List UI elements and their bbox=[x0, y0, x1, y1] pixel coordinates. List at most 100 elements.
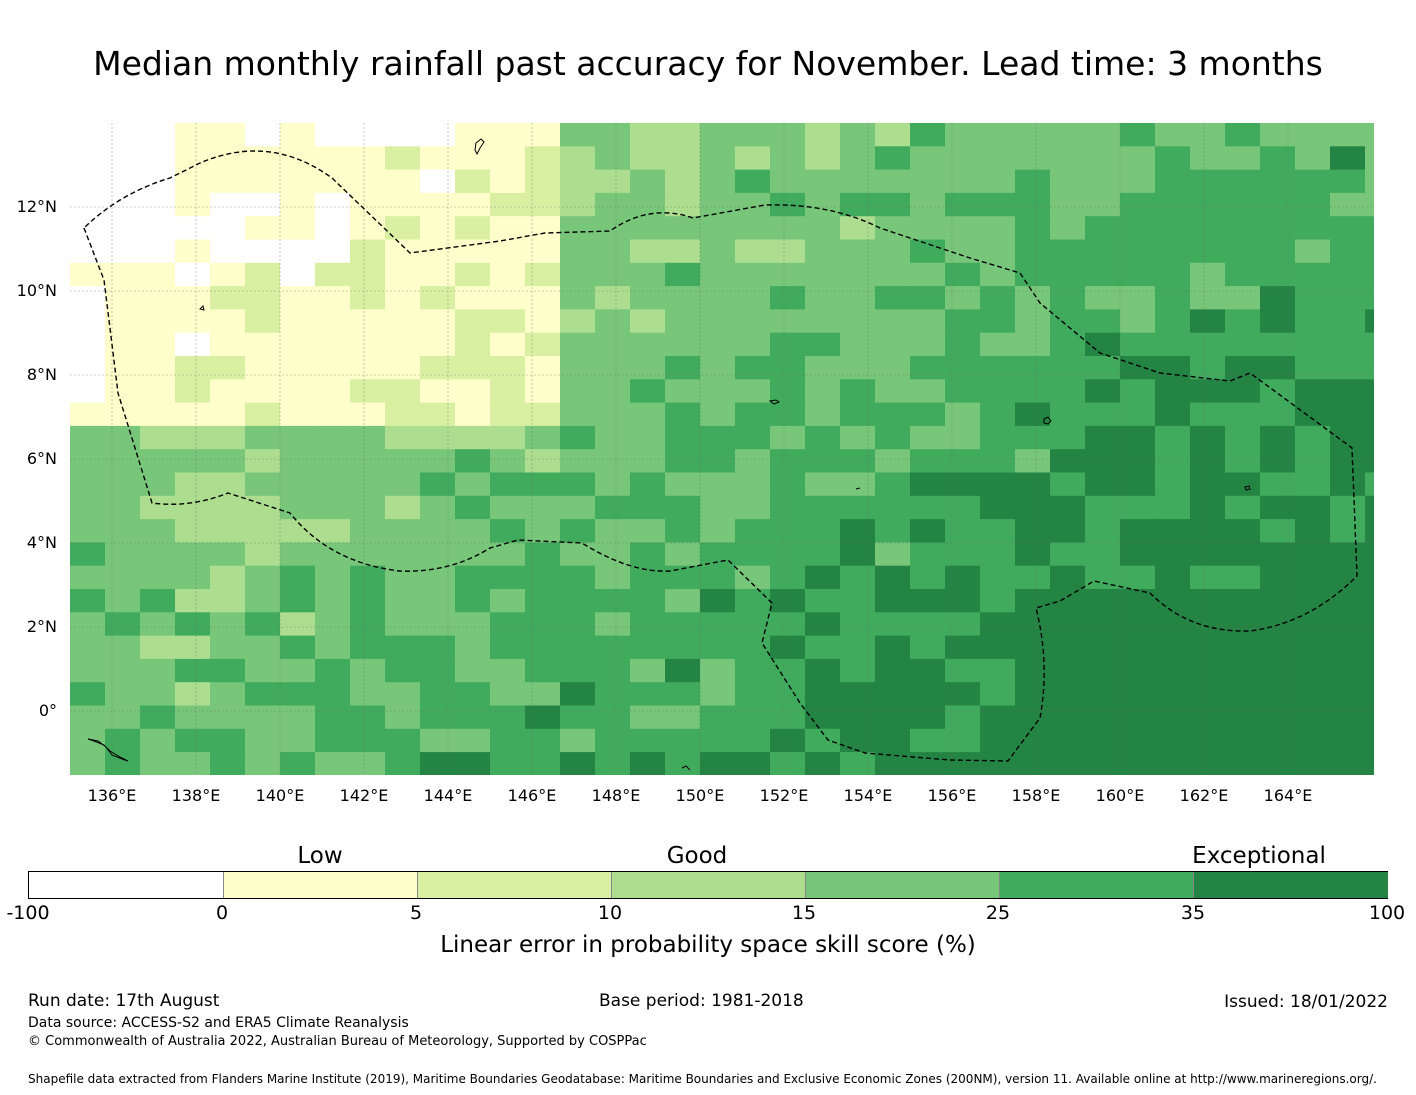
skill-cell bbox=[525, 332, 561, 357]
skill-cell bbox=[945, 402, 981, 427]
skill-cell bbox=[175, 309, 211, 334]
skill-cell bbox=[630, 542, 666, 567]
skill-cell bbox=[1295, 728, 1331, 753]
skill-cell bbox=[910, 332, 946, 357]
skill-cell bbox=[70, 239, 106, 264]
skill-cell bbox=[1260, 123, 1296, 147]
skill-cell bbox=[735, 123, 771, 147]
skill-cell bbox=[805, 565, 841, 590]
skill-cell bbox=[1085, 705, 1121, 730]
skill-cell bbox=[875, 332, 911, 357]
skill-cell bbox=[595, 542, 631, 567]
skill-cell bbox=[805, 332, 841, 357]
skill-cell bbox=[1365, 589, 1374, 613]
skill-cell bbox=[910, 495, 946, 520]
skill-cell bbox=[665, 239, 701, 264]
skill-cell bbox=[1365, 239, 1374, 264]
skill-cell bbox=[1260, 286, 1296, 310]
skill-cell bbox=[1365, 495, 1374, 520]
skill-cell bbox=[1225, 192, 1261, 217]
skill-cell bbox=[980, 612, 1016, 637]
skill-cell bbox=[700, 169, 736, 194]
skill-cell bbox=[1225, 239, 1261, 264]
skill-cell bbox=[875, 286, 911, 310]
skill-cell bbox=[1260, 565, 1296, 590]
skill-cell bbox=[770, 262, 806, 287]
skill-cell bbox=[1155, 449, 1191, 473]
skill-cell bbox=[735, 589, 771, 613]
skill-cell bbox=[735, 682, 771, 706]
skill-cell bbox=[665, 402, 701, 427]
skill-cell bbox=[420, 495, 456, 520]
skill-cell bbox=[1260, 612, 1296, 637]
skill-cell bbox=[1225, 356, 1261, 380]
skill-cell bbox=[525, 379, 561, 404]
lon-tick: 156°E bbox=[927, 786, 977, 805]
skill-cell bbox=[1085, 565, 1121, 590]
skill-cell bbox=[945, 332, 981, 357]
skill-cell bbox=[980, 589, 1016, 613]
skill-cell bbox=[1155, 216, 1191, 240]
skill-cell bbox=[315, 542, 351, 567]
skill-cell bbox=[1015, 752, 1051, 775]
skill-cell bbox=[980, 519, 1016, 543]
skill-cell bbox=[630, 192, 666, 217]
skill-cell bbox=[280, 682, 316, 706]
skill-cell bbox=[1085, 728, 1121, 753]
skill-cell bbox=[1085, 589, 1121, 613]
category-label-exceptional: Exceptional bbox=[1192, 843, 1326, 869]
skill-cell bbox=[595, 309, 631, 334]
skill-cell bbox=[1155, 658, 1191, 683]
skill-cell bbox=[1085, 402, 1121, 427]
skill-cell bbox=[630, 519, 666, 543]
skill-cell bbox=[105, 449, 141, 473]
skill-cell bbox=[560, 495, 596, 520]
skill-cell bbox=[910, 705, 946, 730]
skill-cell bbox=[1155, 262, 1191, 287]
skill-cell bbox=[980, 449, 1016, 473]
skill-cell bbox=[980, 169, 1016, 194]
skill-cell bbox=[1120, 612, 1156, 637]
skill-cell bbox=[280, 495, 316, 520]
skill-cell bbox=[105, 309, 141, 334]
skill-cell bbox=[525, 239, 561, 264]
eez-boundary bbox=[83, 150, 1358, 762]
skill-cell bbox=[875, 146, 911, 171]
skill-cell bbox=[420, 286, 456, 310]
skill-cell bbox=[1330, 216, 1366, 240]
skill-cell bbox=[630, 286, 666, 310]
skill-cell bbox=[490, 402, 526, 427]
skill-cell bbox=[875, 123, 911, 147]
skill-cell bbox=[595, 728, 631, 753]
skill-cell bbox=[140, 216, 176, 240]
lon-tick: 158°E bbox=[1011, 786, 1061, 805]
skill-cell bbox=[140, 752, 176, 775]
skill-cell bbox=[665, 589, 701, 613]
skill-cell bbox=[1190, 449, 1226, 473]
skill-cell bbox=[1260, 216, 1296, 240]
skill-cell bbox=[1015, 262, 1051, 287]
skill-cell bbox=[910, 356, 946, 380]
skill-cell bbox=[560, 705, 596, 730]
skill-cell bbox=[420, 239, 456, 264]
skill-cell bbox=[140, 262, 176, 287]
skill-cell bbox=[770, 169, 806, 194]
skill-cell bbox=[1190, 425, 1226, 450]
skill-cell bbox=[420, 612, 456, 637]
skill-cell bbox=[280, 728, 316, 753]
skill-cell bbox=[735, 495, 771, 520]
skill-cell bbox=[1330, 425, 1366, 450]
skill-cell bbox=[595, 705, 631, 730]
skill-cell bbox=[70, 123, 106, 147]
skill-cell bbox=[735, 262, 771, 287]
skill-cell bbox=[805, 705, 841, 730]
skill-cell bbox=[1155, 425, 1191, 450]
skill-cell bbox=[735, 705, 771, 730]
skill-cell bbox=[1120, 402, 1156, 427]
skill-cell bbox=[245, 495, 281, 520]
skill-cell bbox=[1295, 356, 1331, 380]
lat-tick: 10°N bbox=[16, 281, 57, 300]
skill-cell bbox=[1260, 239, 1296, 264]
skill-cell bbox=[1225, 542, 1261, 567]
skill-cell bbox=[770, 495, 806, 520]
